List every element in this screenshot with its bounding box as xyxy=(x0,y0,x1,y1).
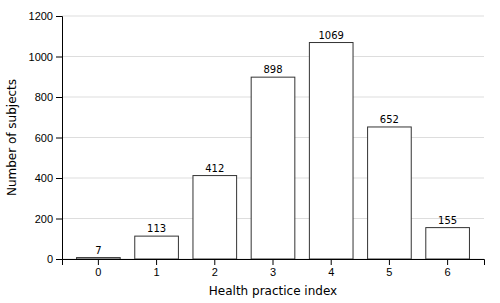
x-tick-mark xyxy=(156,259,157,265)
grid-line xyxy=(62,16,484,17)
bar xyxy=(368,127,412,259)
plot: 0 1 2 3 4 5 6 0 200 400 600 800 1000 1200 7 113 412 898 10… xyxy=(29,10,485,278)
chart: 0 1 2 3 4 5 6 0 200 400 600 800 1000 1200 7 113 412 898 10… xyxy=(0,0,500,303)
y-tick: 400 xyxy=(35,172,62,184)
y-tick-label: 400 xyxy=(35,172,53,184)
x-tick-mark xyxy=(214,259,215,265)
x-tick: 1 xyxy=(154,259,160,278)
data-label: 7 xyxy=(95,245,101,256)
y-axis: 0 200 400 600 800 1000 1200 xyxy=(29,10,63,265)
x-tick: 0 xyxy=(95,259,101,278)
x-axis: 0 1 2 3 4 5 6 xyxy=(63,259,485,278)
y-tick-mark xyxy=(56,138,62,139)
x-tick-label: 6 xyxy=(445,266,451,278)
grid-line xyxy=(62,56,484,57)
x-tick-label: 0 xyxy=(95,266,101,278)
y-tick: 1200 xyxy=(29,10,62,22)
x-tick-label: 2 xyxy=(212,266,218,278)
x-tick: 4 xyxy=(328,259,334,278)
data-label: 113 xyxy=(147,223,166,234)
y-tick-label: 0 xyxy=(47,253,53,265)
x-tick-mark xyxy=(331,259,332,265)
y-tick-label: 600 xyxy=(35,132,53,144)
bar xyxy=(426,228,470,259)
x-tick-label: 3 xyxy=(270,266,276,278)
bar xyxy=(251,77,295,259)
y-tick: 1000 xyxy=(29,51,62,63)
y-tick-mark xyxy=(56,178,62,179)
y-tick: 600 xyxy=(35,132,62,144)
y-tick-mark xyxy=(56,259,62,260)
x-tick: 6 xyxy=(445,259,451,278)
y-tick-mark xyxy=(56,219,62,220)
y-tick-label: 1200 xyxy=(29,10,53,22)
data-label: 155 xyxy=(438,215,457,226)
data-label: 652 xyxy=(380,114,399,125)
x-tick-label: 4 xyxy=(328,266,334,278)
y-tick: 800 xyxy=(35,91,62,103)
y-tick: 200 xyxy=(35,213,62,225)
y-tick-label: 200 xyxy=(35,213,53,225)
x-tick-mark xyxy=(273,259,274,265)
x-axis-line xyxy=(63,260,485,266)
x-tick-label: 5 xyxy=(386,266,392,278)
bar xyxy=(135,236,179,259)
grid xyxy=(62,16,484,259)
y-tick-label: 1000 xyxy=(29,51,53,63)
x-tick-label: 1 xyxy=(154,266,160,278)
y-axis-title: Number of subjects xyxy=(5,79,19,196)
bar xyxy=(193,176,237,259)
x-tick-mark xyxy=(98,259,99,265)
x-tick: 3 xyxy=(270,259,276,278)
bar xyxy=(77,258,121,259)
data-label: 1069 xyxy=(318,30,343,41)
x-tick: 5 xyxy=(386,259,392,278)
x-axis-title: Health practice index xyxy=(209,284,337,298)
data-label: 898 xyxy=(263,64,282,75)
x-tick-mark xyxy=(389,259,390,265)
y-tick: 0 xyxy=(47,253,62,265)
bar xyxy=(309,43,353,259)
y-axis-line xyxy=(56,17,63,260)
bars xyxy=(77,43,470,259)
data-label: 412 xyxy=(205,163,224,174)
x-tick: 2 xyxy=(212,259,218,278)
y-tick-mark xyxy=(56,97,62,98)
y-tick-mark xyxy=(56,57,62,58)
data-labels: 7 113 412 898 1069 652 155 xyxy=(95,30,457,256)
y-tick-label: 800 xyxy=(35,91,53,103)
y-tick-mark xyxy=(56,16,62,17)
x-tick-mark xyxy=(447,259,448,265)
